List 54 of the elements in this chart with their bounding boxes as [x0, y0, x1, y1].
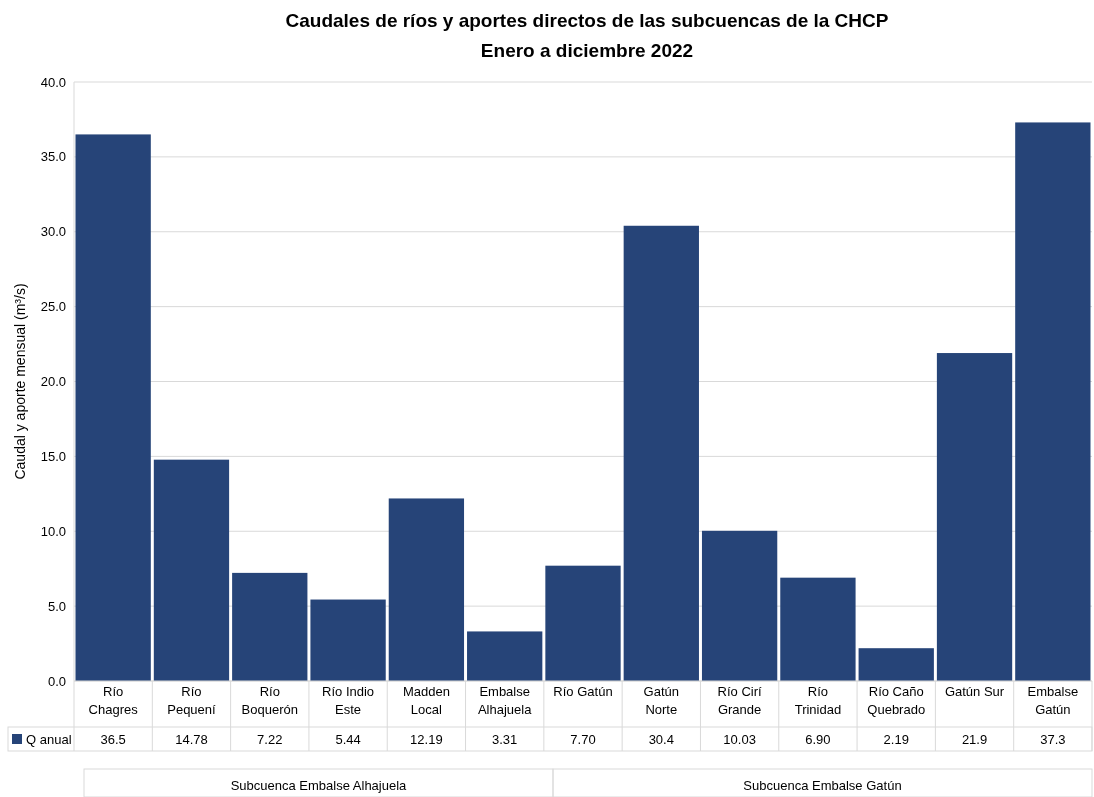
data-label: 37.3	[1040, 732, 1066, 747]
x-tick-label: Río Gatún	[553, 684, 613, 699]
bar	[388, 498, 465, 681]
data-label: 12.19	[410, 732, 443, 747]
data-label: 3.31	[492, 732, 518, 747]
y-tick-label: 30.0	[40, 224, 66, 240]
x-tick-label: Río Caño Quebrado	[867, 684, 926, 717]
bar	[701, 530, 778, 681]
data-label: 6.90	[805, 732, 831, 747]
text: Subcuenca Embalse Gatún	[743, 778, 902, 793]
data-label: 14.78	[175, 732, 208, 747]
data-label: 36.5	[100, 732, 126, 747]
bar	[858, 648, 934, 681]
x-tick-label: Río Chagres	[88, 684, 139, 717]
bar	[1015, 122, 1091, 681]
data-label: 30.4	[648, 732, 674, 747]
y-tick-label: 25.0	[40, 299, 66, 315]
chart-subtitle: Enero a diciembre 2022	[480, 40, 694, 61]
chart-title: Caudales de ríos y aportes directos de las subcuencas de la CHCP	[285, 10, 889, 31]
x-tick-label: Embalse Gatún	[1027, 684, 1079, 717]
bar	[467, 631, 543, 681]
y-tick-label: 5.0	[47, 598, 66, 614]
x-tick-label: Gatún Sur	[944, 684, 1005, 699]
x-tick-label: Río Indio Este	[322, 684, 375, 717]
bar	[232, 572, 308, 681]
bar	[310, 599, 386, 681]
y-tick-label: 0.0	[47, 673, 66, 689]
y-tick-label: 10.0	[40, 523, 66, 539]
y-tick-label: 20.0	[40, 374, 66, 390]
data-label: 7.22	[257, 732, 283, 747]
y-tick-label: 15.0	[40, 448, 66, 464]
y-axis-title: Caudal y aporte mensual (m³/s)	[12, 283, 28, 480]
x-tick-label: Río Cirí Grande	[717, 684, 763, 717]
bar	[623, 225, 699, 681]
bar	[75, 134, 151, 681]
legend-label: Q anual	[26, 732, 72, 747]
data-label: 10.03	[723, 732, 756, 747]
x-tick-label: Río Trinidad	[794, 684, 842, 717]
y-tick-label: 35.0	[40, 149, 66, 165]
data-label: 7.70	[570, 732, 596, 747]
x-tick-label: Gatún Norte	[643, 684, 680, 717]
x-tick-label: Embalse Alhajuela	[477, 684, 533, 717]
x-tick-label: Río Pequení	[167, 684, 217, 717]
x-tick-label: Río Boquerón	[241, 684, 298, 717]
bar	[153, 459, 230, 681]
bar	[780, 577, 856, 681]
data-label: 5.44	[335, 732, 361, 747]
data-label: 2.19	[883, 732, 909, 747]
data-label: 21.9	[961, 732, 988, 747]
text: Subcuenca Embalse Alhajuela	[230, 778, 408, 793]
bar	[936, 353, 1013, 681]
bar	[545, 565, 621, 681]
y-tick-label: 40.0	[40, 74, 66, 90]
x-tick-label: Madden Local	[402, 684, 450, 717]
